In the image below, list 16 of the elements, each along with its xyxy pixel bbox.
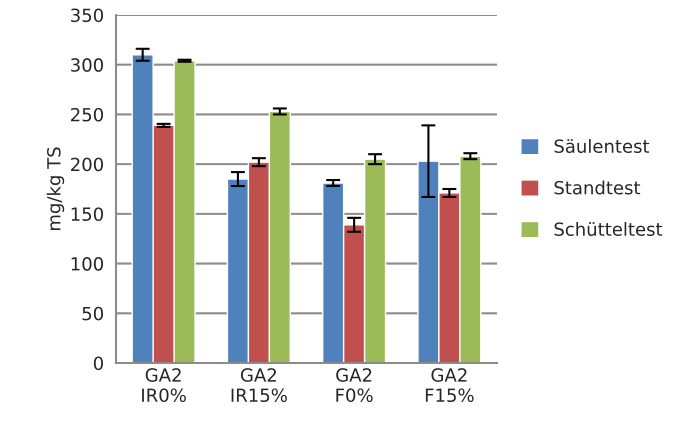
x-tick-label: GA2 IR0% xyxy=(142,368,186,402)
x-tick-label: GA2 IR15% xyxy=(232,368,287,402)
y-tick-label: 0 xyxy=(94,356,103,370)
x-tick-label: GA2 F15% xyxy=(426,368,474,402)
y-tick-label: 50 xyxy=(82,306,103,320)
legend-label: Standtest xyxy=(554,180,640,195)
y-tick-label: 200 xyxy=(71,158,103,172)
legend-label: Schütteltest xyxy=(554,222,662,236)
y-tick-label: 150 xyxy=(72,207,103,221)
x-tick-label: GA2 F0% xyxy=(336,368,373,402)
y-tick-label: 100 xyxy=(72,257,103,271)
legend-label: Säulentest xyxy=(554,139,650,154)
y-axis-title: mg/kg TS xyxy=(46,147,64,230)
y-tick-label: 250 xyxy=(71,108,103,122)
y-tick-label: 350 xyxy=(71,8,103,22)
y-tick-label: 300 xyxy=(71,58,103,72)
